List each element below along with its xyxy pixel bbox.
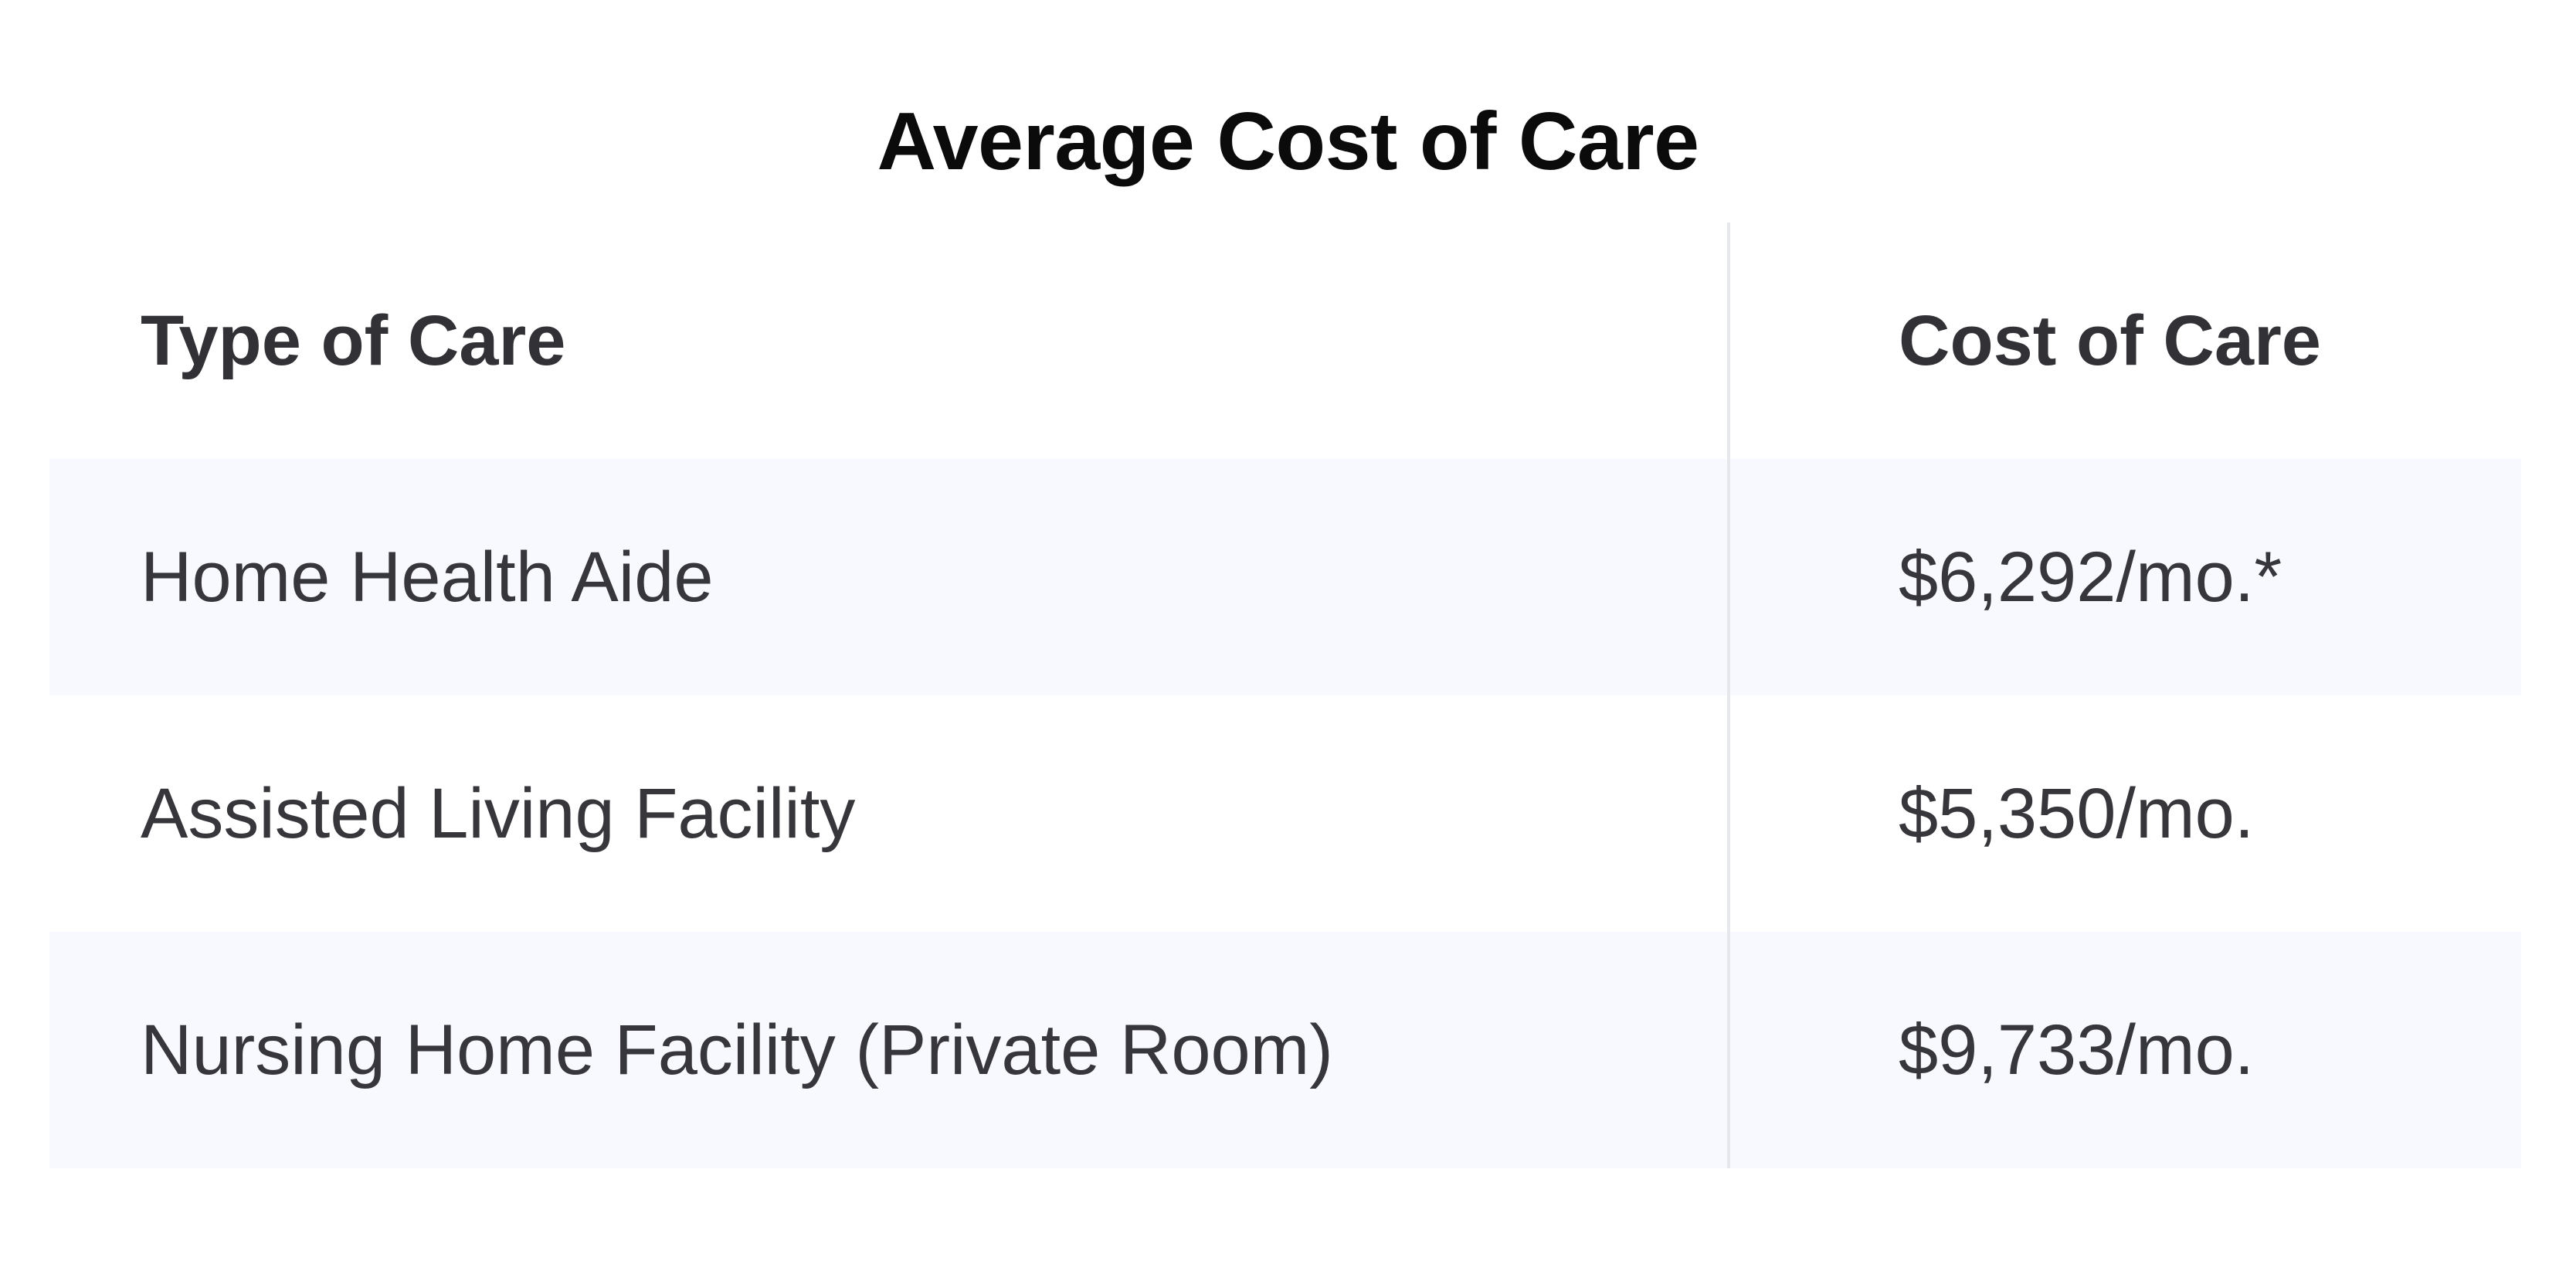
cost-of-care-table: Type of Care Cost of Care Home Health Ai… [49, 223, 2521, 1168]
care-type-cell: Home Health Aide [141, 537, 714, 617]
table-row: Assisted Living Facility $5,350/mo. [49, 695, 2521, 932]
table-title: Average Cost of Care [877, 96, 1699, 187]
care-cost-cell: $9,733/mo. [1899, 1010, 2255, 1089]
table-row: Home Health Aide $6,292/mo.* [49, 459, 2521, 695]
table-row: Nursing Home Facility (Private Room) $9,… [49, 932, 2521, 1168]
column-header-type-of-care: Type of Care [141, 301, 566, 380]
care-type-cell: Assisted Living Facility [141, 773, 856, 853]
care-type-cell: Nursing Home Facility (Private Room) [141, 1010, 1333, 1089]
care-cost-cell: $6,292/mo.* [1899, 537, 2282, 617]
table-header-row: Type of Care Cost of Care [49, 223, 2521, 459]
column-divider [1727, 223, 1730, 1168]
care-cost-cell: $5,350/mo. [1899, 773, 2255, 853]
column-header-cost-of-care: Cost of Care [1899, 301, 2321, 380]
